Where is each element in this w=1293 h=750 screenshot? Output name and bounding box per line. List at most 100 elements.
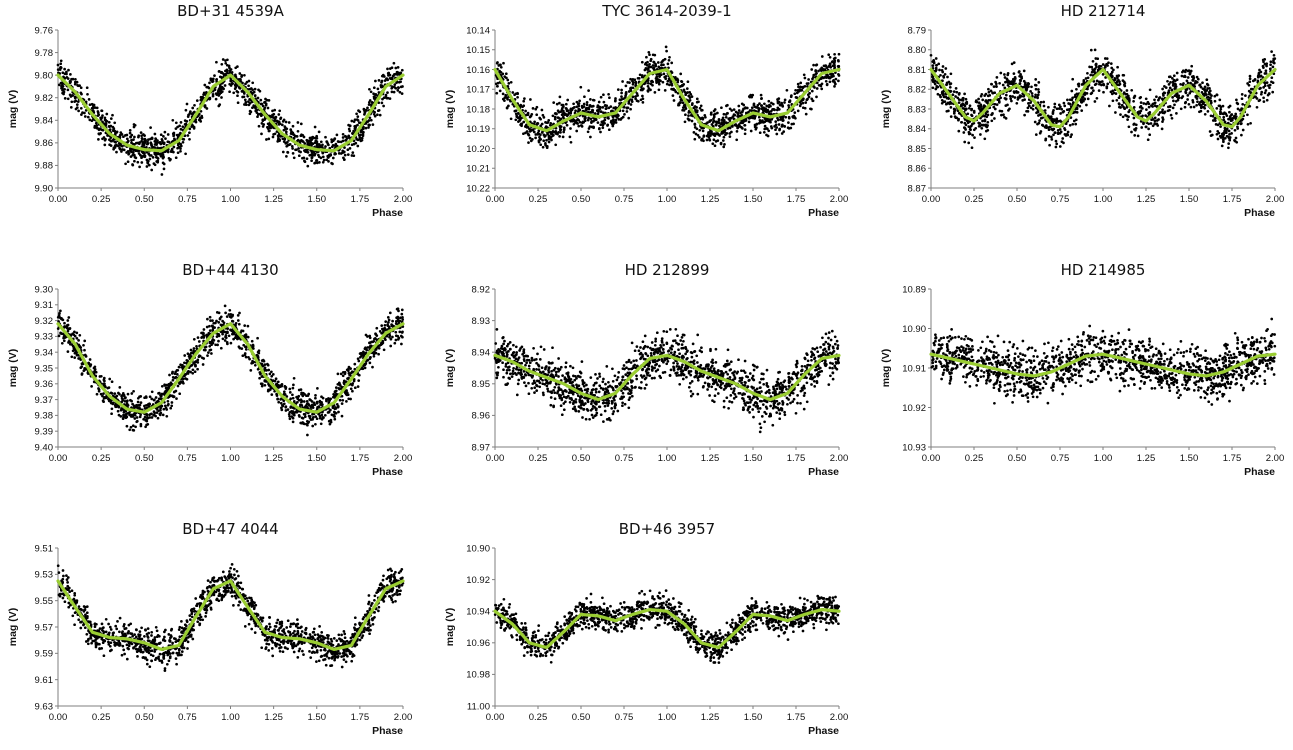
data-point: [1175, 112, 1178, 115]
data-point: [620, 95, 623, 98]
data-point: [1156, 124, 1160, 127]
data-point: [535, 123, 539, 126]
data-point: [730, 116, 733, 120]
data-point: [376, 87, 380, 91]
data-point: [321, 143, 324, 147]
data-point: [1126, 118, 1129, 121]
data-point: [1063, 104, 1067, 108]
data-point: [607, 128, 611, 132]
data-point: [343, 153, 347, 157]
data-point: [1016, 98, 1020, 101]
data-point: [193, 110, 196, 114]
data-point: [121, 148, 124, 151]
data-point: [970, 108, 973, 112]
data-point: [341, 132, 345, 136]
data-point: [501, 97, 505, 101]
data-point: [534, 107, 538, 111]
data-point: [191, 106, 195, 110]
data-point: [993, 102, 997, 106]
data-point: [556, 132, 559, 136]
data-point: [1268, 83, 1272, 87]
data-point: [726, 103, 729, 107]
data-point: [645, 55, 648, 59]
data-point: [131, 163, 135, 167]
data-point: [1228, 116, 1232, 120]
data-point: [581, 120, 585, 124]
y-tick-label: 9.82: [35, 93, 54, 104]
data-point: [153, 132, 157, 136]
data-point: [346, 148, 350, 152]
data-point: [560, 103, 564, 107]
data-point: [223, 84, 227, 87]
data-point: [76, 100, 80, 103]
data-point: [739, 111, 742, 115]
data-point: [161, 141, 165, 145]
data-point: [125, 137, 129, 141]
x-tick-label: 0.25: [92, 453, 111, 464]
data-point: [591, 98, 595, 102]
data-point: [676, 80, 680, 84]
data-point: [1071, 77, 1075, 81]
data-point: [572, 122, 576, 126]
data-point: [558, 126, 562, 129]
data-point: [1117, 83, 1121, 87]
data-point: [372, 97, 376, 100]
data-point: [303, 142, 307, 145]
data-point: [1206, 110, 1210, 113]
data-point: [65, 70, 68, 74]
data-point: [1187, 102, 1191, 106]
x-tick-label: 1.25: [264, 194, 283, 205]
data-point: [638, 73, 642, 77]
x-tick-label: 0.75: [178, 453, 197, 464]
data-point: [104, 118, 108, 122]
data-point: [203, 83, 207, 87]
data-point: [143, 134, 146, 137]
data-point: [654, 62, 657, 66]
data-point: [1208, 130, 1212, 133]
data-point: [554, 130, 558, 133]
data-point: [156, 139, 159, 142]
data-point: [533, 120, 536, 124]
data-point: [646, 84, 650, 88]
data-point: [290, 132, 294, 136]
data-point: [944, 67, 948, 70]
data-point: [657, 72, 661, 76]
data-point: [1218, 112, 1222, 116]
data-point: [504, 93, 508, 97]
data-point: [400, 92, 404, 95]
data-point: [282, 140, 286, 143]
data-point: [572, 106, 576, 109]
data-point: [523, 97, 526, 100]
data-point: [1008, 94, 1012, 98]
data-point: [833, 59, 837, 63]
data-point: [673, 88, 677, 92]
data-point: [360, 138, 364, 142]
data-point: [1132, 116, 1136, 120]
data-point: [143, 137, 147, 141]
data-point: [715, 132, 719, 136]
data-point: [243, 98, 247, 102]
data-point: [368, 116, 372, 120]
data-point: [805, 82, 809, 85]
data-point: [343, 134, 347, 138]
y-axis-label: mag (V): [444, 90, 456, 129]
data-point: [168, 158, 172, 162]
data-point: [268, 124, 271, 127]
data-point: [774, 123, 778, 127]
y-tick-label: 10.17: [466, 85, 490, 96]
data-point: [952, 90, 956, 93]
data-point: [370, 103, 373, 107]
data-point: [811, 99, 815, 103]
data-point: [1011, 77, 1015, 81]
data-point: [501, 72, 505, 76]
data-point: [186, 115, 190, 118]
data-point: [1053, 105, 1057, 109]
data-point: [140, 155, 144, 159]
data-point: [941, 70, 945, 74]
data-point: [686, 80, 690, 84]
y-tick-label: 9.31: [35, 300, 54, 311]
data-point: [767, 99, 771, 103]
data-point: [166, 399, 170, 403]
x-tick-label: 1.50: [308, 194, 327, 205]
data-point: [205, 90, 208, 94]
